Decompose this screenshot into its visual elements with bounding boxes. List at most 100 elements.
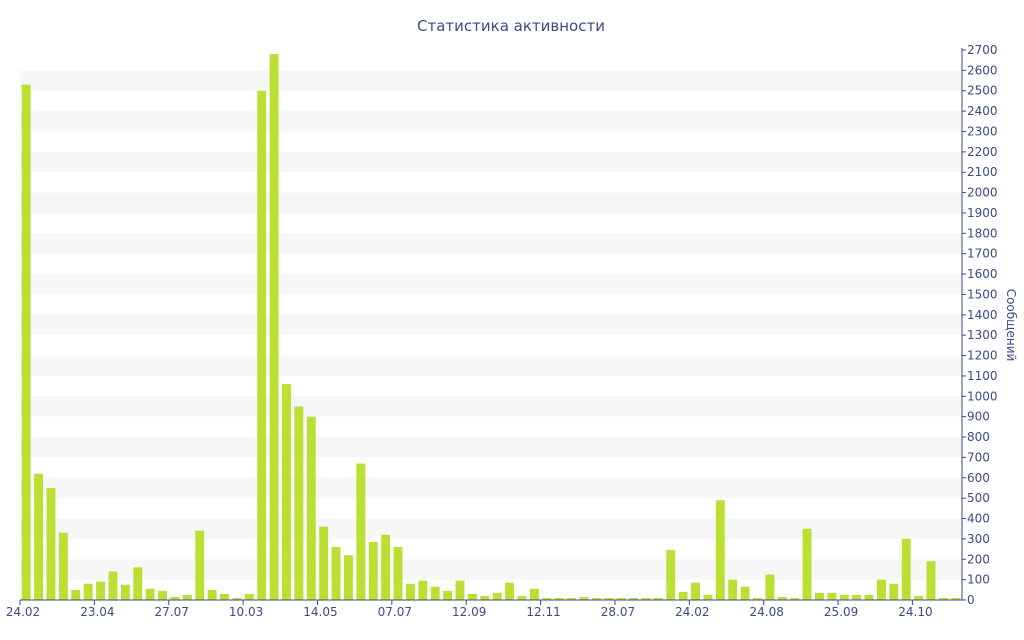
bar[interactable] xyxy=(306,416,316,600)
bar[interactable] xyxy=(653,597,663,600)
bar[interactable] xyxy=(629,597,638,600)
bar[interactable] xyxy=(876,579,886,600)
y-tick-label: 400 xyxy=(967,512,990,526)
bar[interactable] xyxy=(232,597,242,600)
bar[interactable] xyxy=(666,550,676,600)
bar[interactable] xyxy=(753,597,762,600)
bar[interactable] xyxy=(554,597,564,600)
bar[interactable] xyxy=(715,500,725,600)
grid-band xyxy=(20,151,962,173)
bar[interactable] xyxy=(777,596,787,600)
bar[interactable] xyxy=(244,593,254,600)
grid-band xyxy=(20,518,962,539)
bar[interactable] xyxy=(257,90,267,601)
bar[interactable] xyxy=(393,547,403,600)
y-tick-label: 2100 xyxy=(967,165,998,179)
x-tick-label: 24.08 xyxy=(750,605,784,619)
bar[interactable] xyxy=(703,594,713,600)
bar[interactable] xyxy=(368,541,378,600)
bar[interactable] xyxy=(529,588,539,600)
bar[interactable] xyxy=(170,596,180,600)
bar[interactable] xyxy=(926,561,936,600)
bar[interactable] xyxy=(21,84,31,600)
bar[interactable] xyxy=(381,534,391,600)
grid-band xyxy=(20,233,962,254)
bar[interactable] xyxy=(480,595,490,600)
bar[interactable] xyxy=(604,597,614,600)
bar[interactable] xyxy=(83,583,93,600)
bar[interactable] xyxy=(108,571,118,600)
bar[interactable] xyxy=(852,594,862,600)
bar[interactable] xyxy=(505,582,515,600)
y-tick-label: 1200 xyxy=(967,349,998,363)
bar[interactable] xyxy=(207,589,217,600)
bar[interactable] xyxy=(344,555,353,600)
grid-band xyxy=(20,396,962,417)
y-tick-label: 1800 xyxy=(967,226,998,240)
x-tick-label: 07.07 xyxy=(378,605,412,619)
bar[interactable] xyxy=(579,596,589,600)
bar[interactable] xyxy=(728,579,738,600)
bar[interactable] xyxy=(517,595,527,600)
bar[interactable] xyxy=(616,597,626,600)
bar[interactable] xyxy=(827,592,837,600)
y-tick-label: 2400 xyxy=(967,104,998,118)
bar[interactable] xyxy=(951,597,961,600)
y-tick-label: 500 xyxy=(967,491,990,505)
grid-band xyxy=(20,437,962,458)
bar[interactable] xyxy=(331,547,341,600)
bar[interactable] xyxy=(765,574,775,600)
grid-band xyxy=(20,192,962,213)
x-tick-label: 24.10 xyxy=(898,605,932,619)
bar[interactable] xyxy=(319,526,329,600)
bar[interactable] xyxy=(691,582,700,600)
y-tick-label: 2200 xyxy=(967,145,998,159)
bar[interactable] xyxy=(269,54,279,600)
bar[interactable] xyxy=(182,594,192,600)
bar[interactable] xyxy=(839,594,849,600)
bar[interactable] xyxy=(938,597,948,600)
y-tick-label: 1600 xyxy=(967,267,998,281)
bar[interactable] xyxy=(145,588,155,600)
bar[interactable] xyxy=(542,597,552,600)
grid-band xyxy=(20,314,962,336)
bar[interactable] xyxy=(914,595,924,600)
y-tick-label: 1400 xyxy=(967,308,998,322)
bar[interactable] xyxy=(294,406,304,600)
bar[interactable] xyxy=(678,591,688,600)
bar[interactable] xyxy=(740,586,750,600)
bar[interactable] xyxy=(356,463,366,600)
bar[interactable] xyxy=(418,580,428,600)
bar[interactable] xyxy=(195,530,205,600)
bar[interactable] xyxy=(430,586,440,600)
bar[interactable] xyxy=(282,384,291,600)
bar[interactable] xyxy=(158,590,167,600)
bar[interactable] xyxy=(889,583,899,600)
x-tick-label: 24.02 xyxy=(675,605,709,619)
bar[interactable] xyxy=(864,594,874,600)
bar[interactable] xyxy=(641,597,651,600)
bar[interactable] xyxy=(567,597,577,600)
bar[interactable] xyxy=(58,532,68,600)
bar[interactable] xyxy=(220,593,229,600)
bar[interactable] xyxy=(443,590,453,600)
bar[interactable] xyxy=(455,580,465,600)
grid-band xyxy=(20,111,962,132)
bar[interactable] xyxy=(467,593,477,600)
bar[interactable] xyxy=(790,597,800,600)
bar[interactable] xyxy=(96,581,106,600)
bar[interactable] xyxy=(901,538,911,600)
y-tick-label: 600 xyxy=(967,471,990,485)
bar[interactable] xyxy=(492,592,502,600)
bars-group xyxy=(21,54,961,601)
bar[interactable] xyxy=(34,473,44,600)
bar[interactable] xyxy=(802,528,812,600)
bar[interactable] xyxy=(591,597,601,600)
bar[interactable] xyxy=(405,583,415,600)
bar[interactable] xyxy=(46,487,56,600)
bar[interactable] xyxy=(71,589,81,600)
bar[interactable] xyxy=(133,567,143,600)
bar[interactable] xyxy=(815,592,824,600)
bar[interactable] xyxy=(120,584,130,600)
grid-band xyxy=(20,559,962,580)
